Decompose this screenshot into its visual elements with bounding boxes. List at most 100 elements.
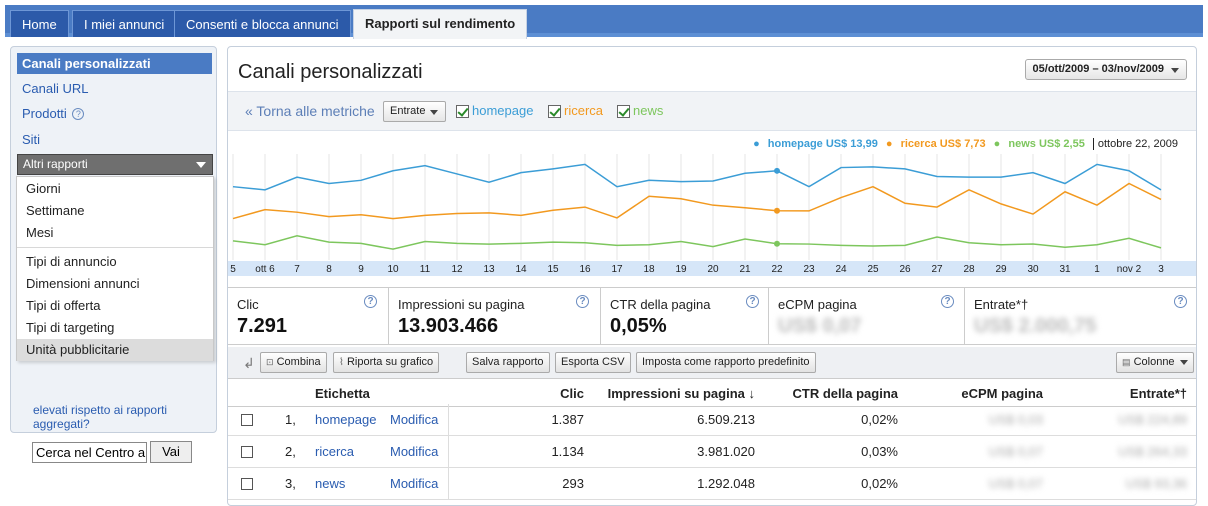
table-header: Etichetta Clic Impressioni su pagina ↓ C… [228, 380, 1196, 407]
col-entrate[interactable]: Entrate*† [1129, 386, 1187, 401]
altri-rapporti-select[interactable]: Altri rapporti [17, 154, 213, 175]
imposta-predefinito-button[interactable]: Imposta come rapporto predefinito [636, 352, 816, 373]
kpi-label: eCPM pagina [778, 297, 857, 312]
kpi-value: US$ 2.000,75 [974, 315, 1097, 337]
sidebar-item-siti[interactable]: Siti [22, 132, 41, 147]
row-checkbox[interactable] [241, 446, 253, 458]
data-point-ricerca [774, 207, 780, 214]
help-icon[interactable]: ? [364, 295, 377, 308]
menu-item-mesi[interactable]: Mesi [26, 225, 54, 240]
sidebar-item-prodotti[interactable]: Prodotti ? [17, 103, 85, 124]
menu-item-tipi-di-annuncio[interactable]: Tipi di annuncio [26, 254, 117, 269]
x-tick-label: ott 6 [255, 264, 275, 275]
table-row: 3, news Modifica 293 1.292.048 0,02% US$… [228, 468, 1196, 500]
table-toolbar: ↲ ⊡ Combina ⌇ Riporta su grafico Salva r… [228, 347, 1196, 379]
x-tick-label: 28 [963, 264, 975, 275]
help-icon[interactable]: ? [941, 295, 954, 308]
column-divider [448, 404, 449, 436]
x-tick-label: 9 [358, 264, 364, 275]
homepage-checkbox[interactable] [456, 105, 469, 118]
series-line-homepage [232, 163, 1162, 191]
salva-rapporto-button[interactable]: Salva rapporto [466, 352, 550, 373]
help-link[interactable]: elevati rispetto ai rapporti aggregati? [33, 403, 168, 431]
colonne-button[interactable]: ▤ Colonne [1116, 352, 1194, 373]
row-checkbox[interactable] [241, 414, 253, 426]
column-divider [448, 468, 449, 500]
x-tick-label: 18 [643, 264, 655, 275]
row-edit-link[interactable]: Modifica [390, 444, 439, 459]
kpi-value: 7.291 [237, 315, 288, 337]
row-checkbox[interactable] [241, 478, 253, 490]
chevron-down-icon [1171, 68, 1179, 73]
tab-i-miei-annunci[interactable]: I miei annunci [72, 10, 177, 37]
col-ecpm[interactable]: eCPM pagina [961, 386, 1043, 401]
row-ctr: 0,03% [861, 444, 898, 459]
metric-select[interactable]: Entrate [383, 101, 447, 122]
chevron-down-icon [196, 162, 206, 168]
row-label-link[interactable]: homepage [315, 412, 377, 427]
menu-item-unita-pubblicitarie[interactable]: Unità pubblicitarie [17, 339, 213, 361]
combina-button[interactable]: ⊡ Combina [260, 352, 327, 373]
row-clic: 1.387 [551, 412, 584, 427]
x-tick-label: 13 [483, 264, 495, 275]
ricerca-filter-label: ricerca [564, 103, 604, 118]
filter-bar: « Torna alle metriche Entrate homepage r… [228, 91, 1196, 131]
row-clic: 293 [562, 476, 584, 491]
row-label-link[interactable]: ricerca [315, 444, 355, 459]
menu-item-giorni[interactable]: Giorni [26, 181, 61, 196]
ricerca-checkbox[interactable] [548, 105, 561, 118]
sidebar-item-canali-url[interactable]: Canali URL [22, 81, 89, 96]
help-icon[interactable]: ? [1174, 295, 1187, 308]
legend-date: ottobre 22, 2009 [1092, 138, 1178, 150]
x-tick-label: 16 [579, 264, 591, 275]
x-tick-label: 24 [835, 264, 847, 275]
row-edit-link[interactable]: Modifica [390, 476, 439, 491]
x-tick-label: 12 [451, 264, 463, 275]
date-range-label: 05/ott/2009 – 03/nov/2009 [1032, 63, 1164, 75]
tab-consenti-e-blocca[interactable]: Consenti e blocca annunci [174, 10, 351, 37]
chart: ● homepage US$ 13,99 ● ricerca US$ 7,73 … [228, 132, 1196, 280]
riporta-su-grafico-button[interactable]: ⌇ Riporta su grafico [333, 352, 440, 373]
row-number: 1, [285, 412, 296, 427]
news-checkbox[interactable] [617, 105, 630, 118]
row-entrate: US$ 93,36 [1125, 476, 1187, 491]
col-clic[interactable]: Clic [560, 386, 584, 401]
homepage-filter-label: homepage [472, 103, 534, 118]
tab-rapporti-sul-rendimento[interactable]: Rapporti sul rendimento [353, 9, 528, 39]
col-etichetta[interactable]: Etichetta [315, 386, 370, 401]
search-input[interactable] [32, 442, 147, 463]
x-tick-label: 30 [1027, 264, 1039, 275]
esporta-csv-button[interactable]: Esporta CSV [555, 352, 631, 373]
x-tick-label: 23 [803, 264, 815, 275]
x-tick-label: nov 2 [1117, 264, 1142, 275]
x-tick-label: 26 [899, 264, 911, 275]
search-button[interactable]: Vai [150, 441, 192, 463]
back-to-metrics-link[interactable]: « Torna alle metriche [245, 103, 375, 119]
date-range-select[interactable]: 05/ott/2009 – 03/nov/2009 [1024, 59, 1187, 80]
menu-item-dimensioni-annunci[interactable]: Dimensioni annunci [26, 276, 140, 291]
menu-item-settimane[interactable]: Settimane [26, 203, 85, 218]
kpi-label: Clic [237, 297, 259, 312]
data-point-news [774, 240, 780, 247]
x-tick-label: 29 [995, 264, 1007, 275]
col-ctr[interactable]: CTR della pagina [792, 386, 898, 401]
row-clic: 1.134 [551, 444, 584, 459]
menu-item-tipi-di-offerta[interactable]: Tipi di offerta [26, 298, 101, 313]
col-impressioni[interactable]: Impressioni su pagina ↓ [607, 386, 755, 401]
data-point-homepage [774, 167, 780, 174]
kpi-label: Impressioni su pagina [398, 297, 525, 312]
sidebar-item-canali-personalizzati[interactable]: Canali personalizzati [17, 53, 212, 74]
legend-ricerca: ● ricerca US$ 7,73 [885, 138, 986, 150]
menu-item-tipi-di-targeting[interactable]: Tipi di targeting [26, 320, 115, 335]
help-icon[interactable]: ? [72, 108, 85, 120]
table-row: 2, ricerca Modifica 1.134 3.981.020 0,03… [228, 436, 1196, 468]
row-number: 3, [285, 476, 296, 491]
help-icon[interactable]: ? [746, 295, 759, 308]
menu-divider [17, 247, 213, 248]
x-tick-label: 11 [420, 264, 431, 275]
x-tick-label: 31 [1059, 264, 1071, 275]
help-icon[interactable]: ? [576, 295, 589, 308]
tab-home[interactable]: Home [10, 10, 69, 37]
row-label-link[interactable]: news [315, 476, 346, 491]
row-edit-link[interactable]: Modifica [390, 412, 439, 427]
